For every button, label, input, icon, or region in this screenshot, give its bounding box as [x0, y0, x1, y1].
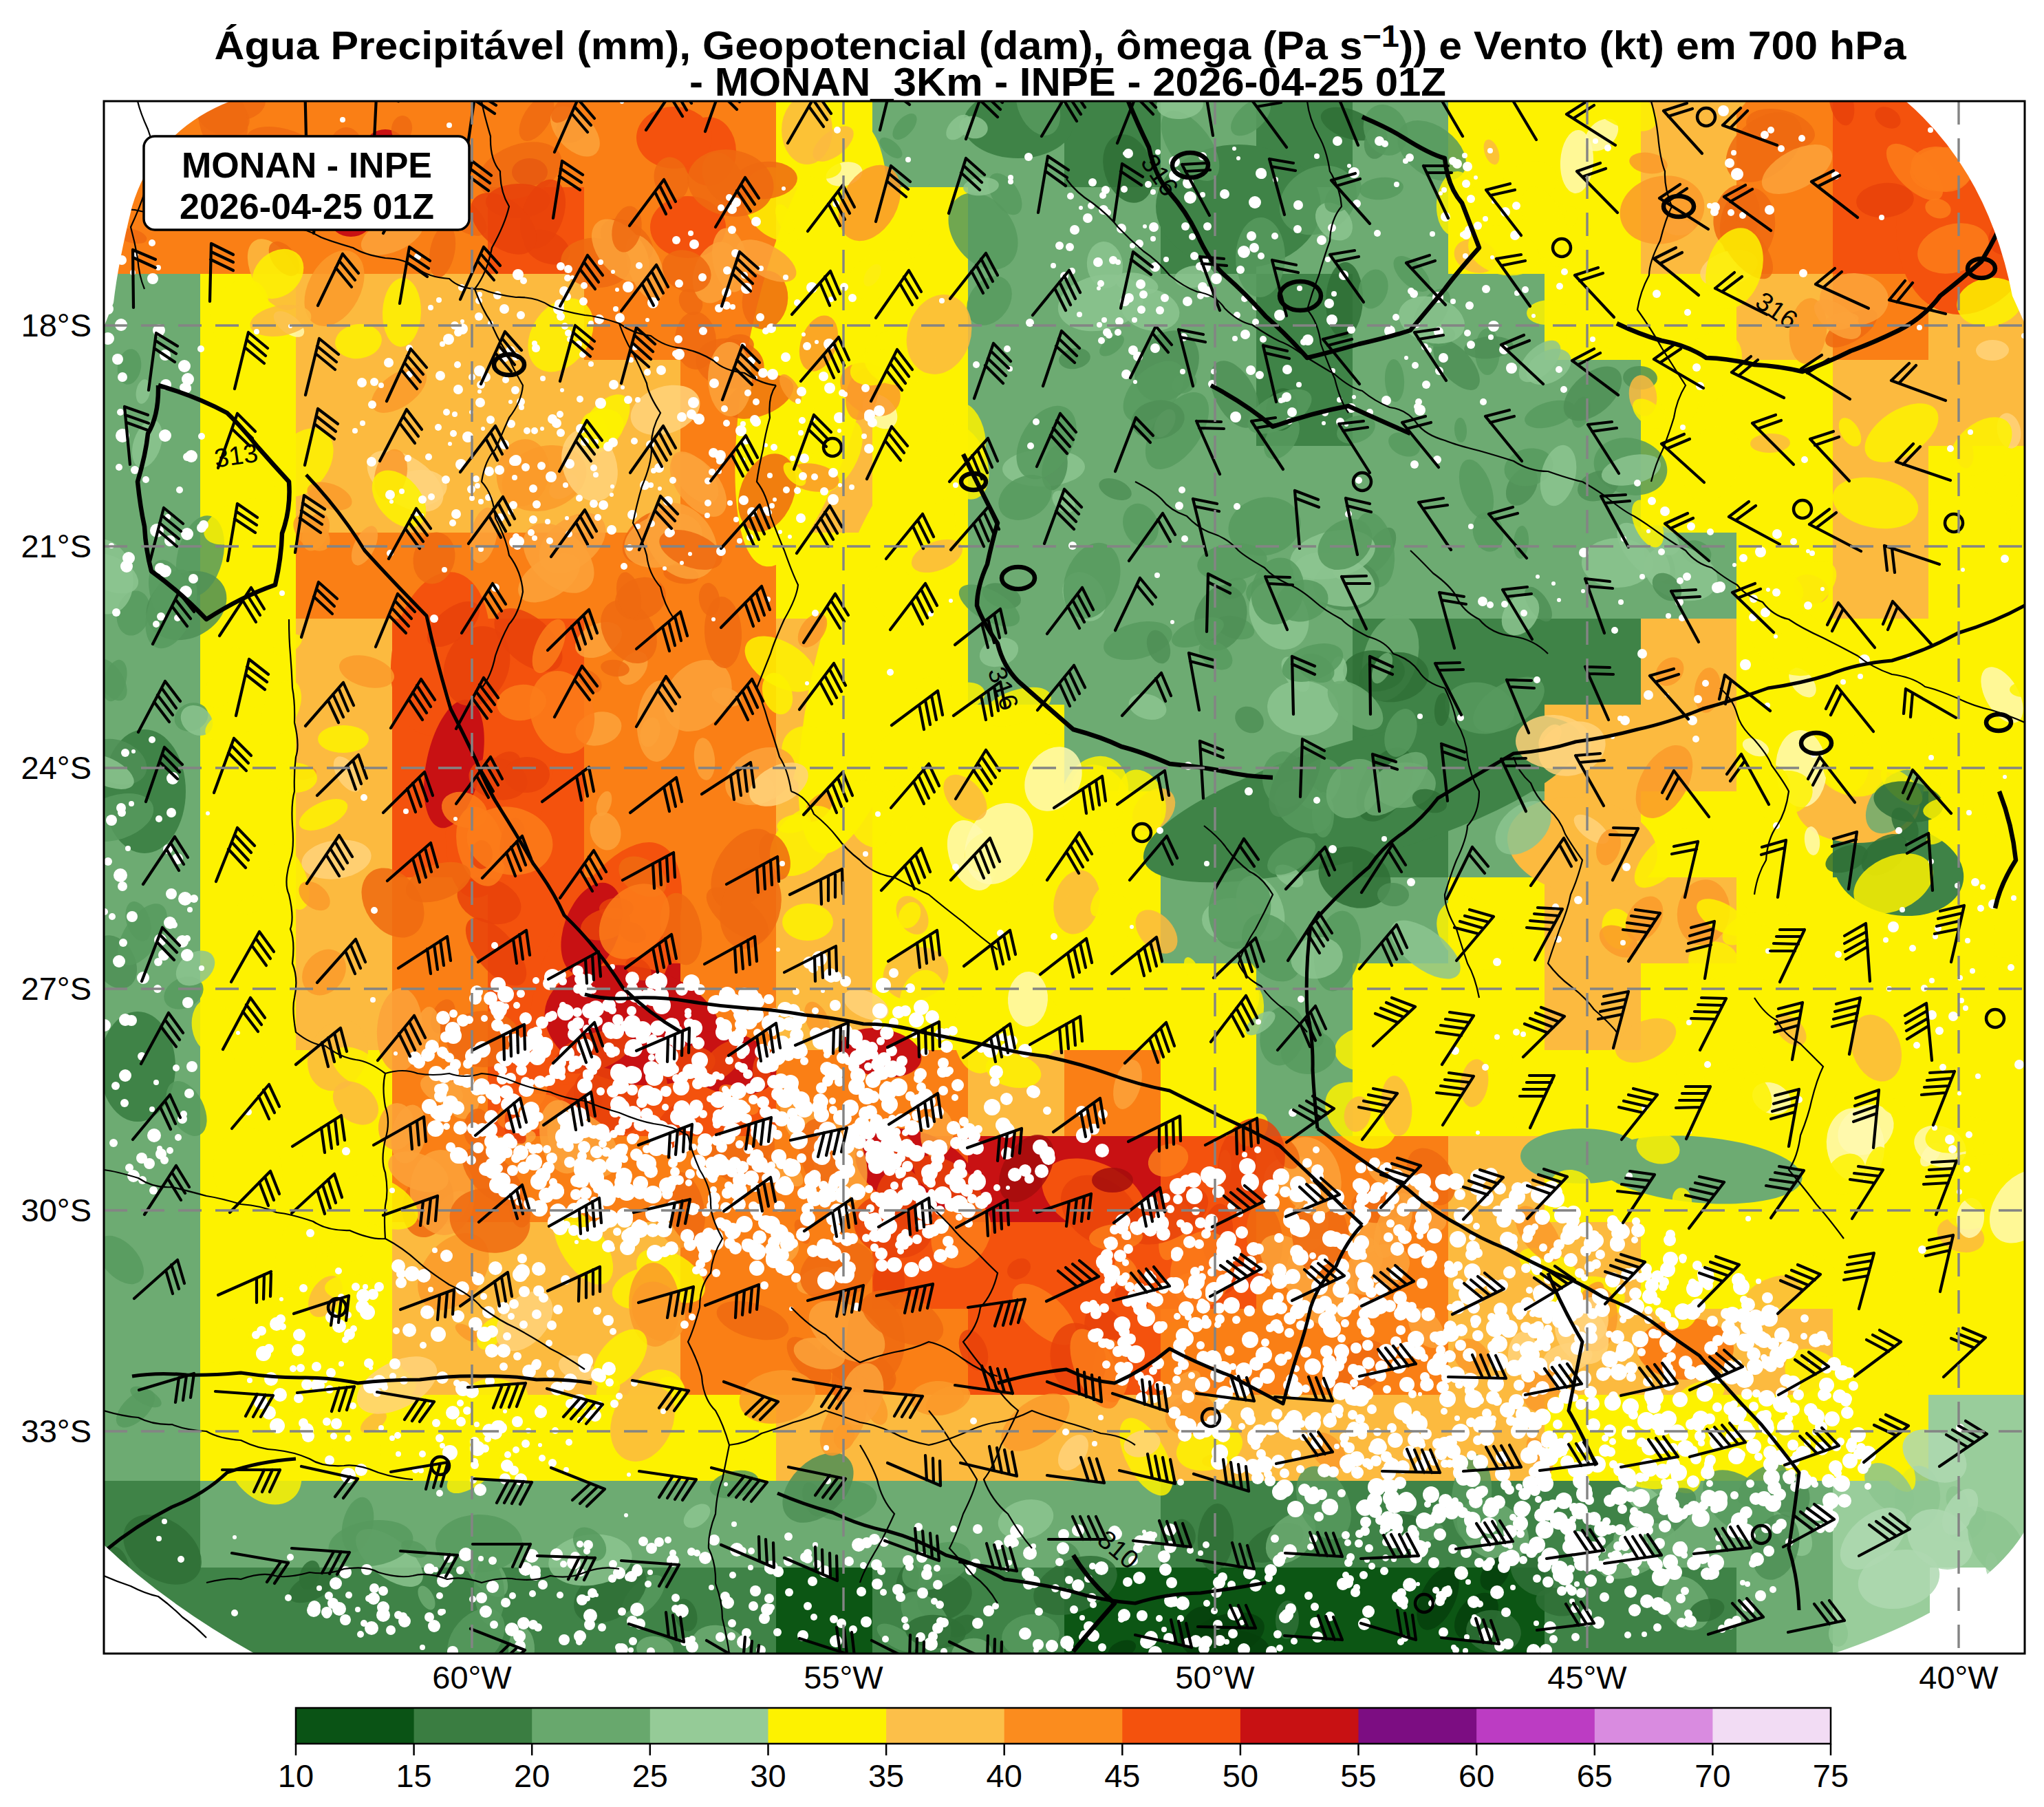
svg-text:21°S: 21°S — [21, 528, 92, 564]
svg-text:70: 70 — [1695, 1757, 1730, 1794]
svg-text:15: 15 — [396, 1757, 431, 1794]
svg-text:33°S: 33°S — [21, 1413, 92, 1449]
svg-text:50°W: 50°W — [1175, 1659, 1255, 1696]
svg-text:- MONAN_3Km - INPE - 2026-04-2: - MONAN_3Km - INPE - 2026-04-25 01Z — [689, 60, 1446, 104]
svg-text:18°S: 18°S — [21, 307, 92, 343]
svg-text:2026-04-25 01Z: 2026-04-25 01Z — [180, 186, 434, 226]
svg-text:60°W: 60°W — [432, 1659, 512, 1696]
svg-text:40°W: 40°W — [1919, 1659, 1999, 1696]
svg-text:27°S: 27°S — [21, 970, 92, 1007]
svg-text:55: 55 — [1340, 1757, 1376, 1794]
svg-text:60: 60 — [1459, 1757, 1494, 1794]
svg-text:20: 20 — [514, 1757, 550, 1794]
svg-text:MONAN - INPE: MONAN - INPE — [182, 145, 432, 185]
svg-text:75: 75 — [1813, 1757, 1849, 1794]
svg-text:24°S: 24°S — [21, 749, 92, 786]
svg-text:30: 30 — [750, 1757, 786, 1794]
svg-text:10: 10 — [278, 1757, 314, 1794]
svg-text:45: 45 — [1104, 1757, 1140, 1794]
svg-text:35: 35 — [868, 1757, 904, 1794]
svg-text:50: 50 — [1223, 1757, 1258, 1794]
svg-text:55°W: 55°W — [804, 1659, 883, 1696]
svg-text:30°S: 30°S — [21, 1192, 92, 1228]
svg-text:65: 65 — [1577, 1757, 1613, 1794]
svg-text:45°W: 45°W — [1547, 1659, 1627, 1696]
svg-text:40: 40 — [987, 1757, 1022, 1794]
svg-text:25: 25 — [632, 1757, 668, 1794]
